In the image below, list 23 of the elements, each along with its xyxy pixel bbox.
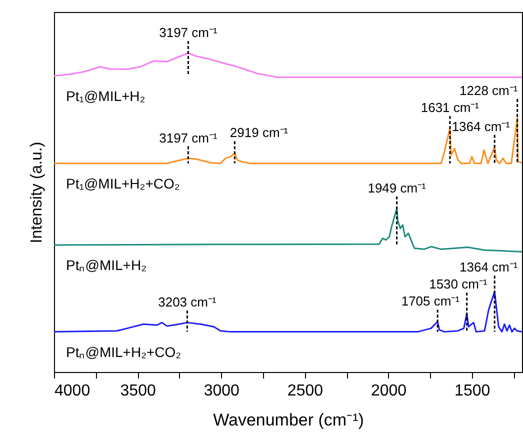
- annotation: 1949 cm⁻¹: [368, 180, 427, 196]
- x-tick-label: 4000: [54, 382, 90, 400]
- annotation: 1530 cm⁻¹: [429, 276, 488, 292]
- annotation: 1364 cm⁻¹: [460, 260, 518, 275]
- series-label: Ptₙ@MIL+H₂: [66, 257, 146, 274]
- annotation: 3197 cm⁻¹: [159, 130, 218, 146]
- annotation: 3197 cm⁻¹: [159, 25, 218, 40]
- annotation: 1228 cm⁻¹: [460, 82, 518, 98]
- series-label: Pt₁@MIL+H₂: [66, 88, 146, 104]
- x-axis-title: Wavenumber (cm⁻¹): [213, 410, 364, 430]
- x-tick-label: 3000: [204, 382, 240, 400]
- annotation: 1631 cm⁻¹: [420, 100, 480, 115]
- annotation: 1364 cm⁻¹: [452, 118, 511, 134]
- x-tick-label: 1500: [454, 382, 490, 400]
- series-label: Pt₁@MIL+H₂+CO₂: [66, 175, 180, 192]
- annotation: 2919 cm⁻¹: [230, 125, 289, 140]
- series-label: Ptₙ@MIL+H₂+CO₂: [66, 344, 182, 360]
- annotation: 3203 cm⁻¹: [158, 294, 217, 310]
- x-tick-label: 3500: [120, 382, 156, 400]
- annotation: 1705 cm⁻¹: [401, 294, 460, 309]
- x-tick-label: 2500: [287, 382, 324, 400]
- x-tick-label: 2000: [370, 382, 407, 400]
- y-axis-title: Intensity (a.u.): [28, 142, 46, 244]
